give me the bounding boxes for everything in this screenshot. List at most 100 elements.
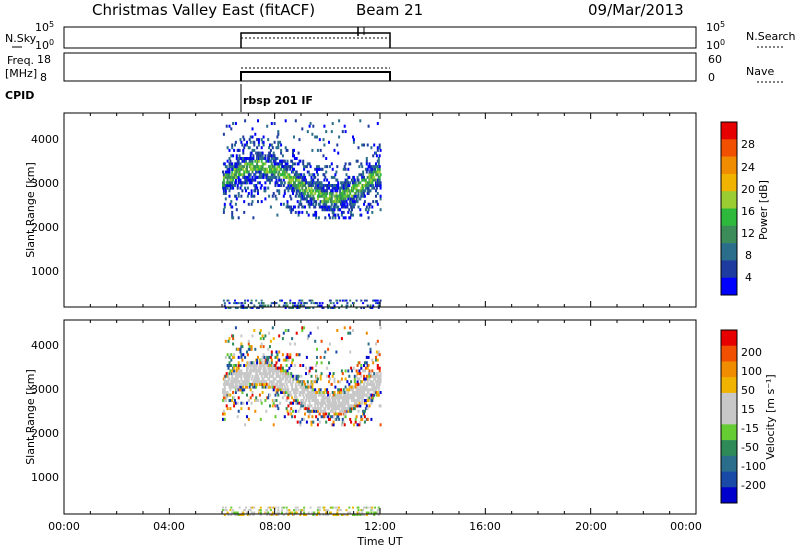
velocity-cell — [363, 380, 366, 384]
velocity-cell — [317, 511, 320, 514]
velocity-cell — [329, 511, 332, 514]
power-cell — [266, 173, 269, 177]
velocity-cell — [285, 506, 288, 509]
velocity-cell — [310, 423, 313, 427]
power-cell — [279, 140, 282, 144]
power-cell — [371, 167, 374, 171]
velocity-cell — [316, 399, 319, 402]
power-cell — [372, 154, 375, 158]
velocity-cell — [246, 415, 248, 419]
power-cell — [293, 135, 295, 139]
power-cell — [342, 216, 345, 220]
velocity-cell — [325, 396, 328, 400]
velocity-cell — [340, 396, 342, 400]
power-cell — [251, 175, 254, 179]
velocity-cell — [237, 361, 240, 365]
velocity-cell — [296, 353, 299, 357]
velocity-cell — [265, 361, 268, 365]
velocity-cell — [265, 369, 268, 373]
velocity-cell — [370, 388, 373, 392]
velocity-cell — [328, 393, 331, 397]
velocity-cell — [323, 415, 326, 419]
velocity-cell — [372, 385, 375, 389]
velocity-cell — [369, 347, 372, 351]
power-cell — [292, 302, 294, 305]
velocity-cell — [361, 417, 364, 421]
velocity-cell — [340, 337, 343, 341]
velocity-cell — [233, 355, 236, 359]
velocity-cell — [359, 514, 362, 516]
power-cell — [237, 216, 240, 220]
velocity-cell — [323, 393, 326, 397]
power-cell — [324, 216, 327, 220]
velocity-cell — [308, 404, 311, 408]
power-cell — [284, 307, 287, 309]
power-cell — [304, 184, 306, 187]
velocity-cell — [376, 339, 379, 343]
velocity-cell — [226, 391, 229, 394]
velocity-cell — [362, 369, 365, 373]
power-cell — [299, 159, 302, 163]
velocity-cell — [370, 511, 373, 514]
power-ylabel: Slant Range [km] — [24, 162, 37, 258]
power-cell — [252, 157, 255, 160]
velocity-cell — [373, 511, 376, 514]
power-cell — [252, 178, 255, 182]
velocity-cell — [328, 401, 331, 405]
power-cell — [375, 189, 377, 193]
velocity-cell — [312, 407, 315, 411]
power-cell — [279, 162, 282, 166]
velocity-cell — [340, 388, 342, 392]
xtick-0400: 04:00 — [153, 520, 185, 533]
power-cell — [278, 175, 281, 179]
velocity-cell — [238, 506, 241, 509]
power-cell — [256, 167, 259, 171]
power-cell — [291, 165, 294, 169]
velocity-cell — [270, 361, 273, 365]
power-cell — [327, 200, 330, 204]
power-cell — [362, 302, 365, 305]
velocity-cell — [236, 377, 239, 381]
velocity-cell — [332, 514, 335, 516]
velocity-cell — [362, 396, 365, 400]
power-cell — [293, 162, 296, 166]
power-cell — [250, 192, 253, 195]
power-cell — [367, 202, 370, 206]
velocity-cell — [260, 372, 263, 376]
power-cell — [297, 162, 300, 166]
power-cell — [270, 122, 273, 125]
power-cell — [337, 184, 340, 187]
freq-tick-bottom: 8 — [40, 71, 47, 84]
power-cell — [293, 186, 296, 190]
velocity-cell — [314, 380, 317, 384]
power-cell — [231, 181, 234, 185]
power-cell — [263, 170, 266, 174]
power-cell — [377, 157, 380, 160]
velocity-cell — [278, 358, 281, 362]
power-cell — [267, 170, 270, 174]
power-cell — [363, 307, 365, 309]
power-cell — [340, 194, 342, 198]
power-cell — [304, 302, 306, 305]
velocity-cell — [367, 399, 370, 402]
power-cell — [341, 299, 344, 302]
power-cell — [369, 202, 372, 206]
velocity-cell — [374, 385, 377, 389]
power-cell — [333, 304, 336, 307]
power-cell — [288, 205, 291, 209]
velocity-cell — [277, 509, 280, 512]
power-cell — [267, 186, 270, 190]
power-cell — [222, 192, 225, 195]
velocity-cell — [365, 404, 368, 408]
nsky-tick-bottom: 100 — [35, 38, 54, 52]
power-cell — [311, 299, 314, 302]
nsky-label: N.Sky — [5, 32, 37, 45]
velocity-cell — [338, 396, 341, 400]
velocity-cell — [365, 355, 368, 359]
velocity-cell — [334, 514, 337, 516]
velocity-cell — [316, 509, 319, 512]
velocity-cell — [372, 396, 375, 400]
velocity-cell — [308, 412, 311, 416]
power-cell — [271, 167, 274, 171]
power-cell — [337, 213, 340, 217]
